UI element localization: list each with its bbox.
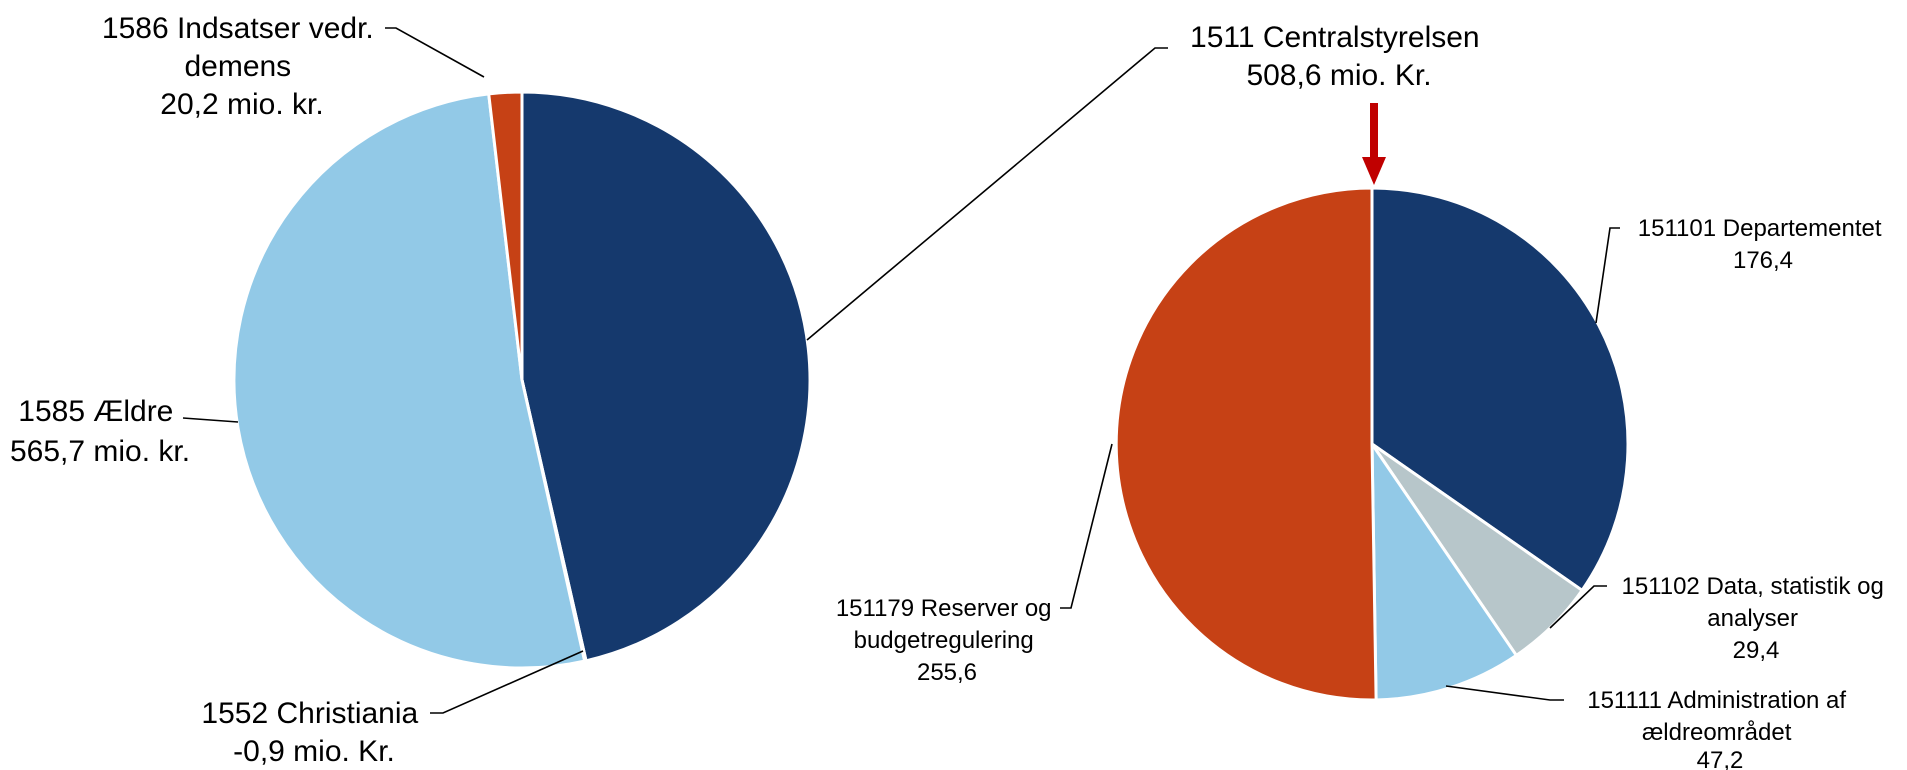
slice-label-1586: 1586 Indsatser vedr. demens 20,2 mio. kr… bbox=[102, 12, 382, 121]
arrow-down-icon bbox=[1362, 103, 1386, 185]
leader-line-151101 bbox=[1595, 227, 1620, 324]
slice-label-151111: 151111 Administration af ældreområdet 47… bbox=[1587, 687, 1853, 770]
leader-line-151102 bbox=[1549, 585, 1607, 629]
leader-line-151111 bbox=[1445, 685, 1564, 701]
slice-label-1552: 1552 Christiania -0,9 mio. Kr. bbox=[201, 697, 426, 768]
pie-slice-151179-reserver-og-budgetregulering bbox=[1114, 186, 1378, 702]
slice-label-1585: 1585 Ældre 565,7 mio. kr. bbox=[10, 395, 190, 468]
slice-label-151101: 151101 Departementet 176,4 bbox=[1638, 215, 1888, 274]
leader-line-151179 bbox=[1060, 443, 1113, 609]
pie-slice-151101-departementet bbox=[1370, 186, 1630, 592]
left-pie bbox=[232, 90, 812, 670]
right-pie bbox=[1114, 186, 1630, 702]
leader-line-1585 bbox=[182, 417, 239, 423]
pie-slice-1585-ldre bbox=[232, 92, 587, 670]
pie-slice-1586-indsatser-vedr-demens bbox=[487, 90, 524, 382]
leader-line-1586 bbox=[385, 27, 485, 78]
pie-slice-151111-administration-af-ldreomr-det bbox=[1370, 442, 1518, 702]
slice-label-151102: 151102 Data, statistik og analyser 29,4 bbox=[1621, 573, 1890, 664]
pie-slice-1511-centralstyrelsen bbox=[520, 90, 812, 663]
slice-label-151179: 151179 Reserver og budgetregulering 255,… bbox=[836, 595, 1058, 686]
connector-line bbox=[806, 47, 1168, 341]
leader-line-1552 bbox=[430, 650, 584, 714]
slice-label-1511: 1511 Centralstyrelsen 508,6 mio. Kr. bbox=[1190, 21, 1488, 92]
